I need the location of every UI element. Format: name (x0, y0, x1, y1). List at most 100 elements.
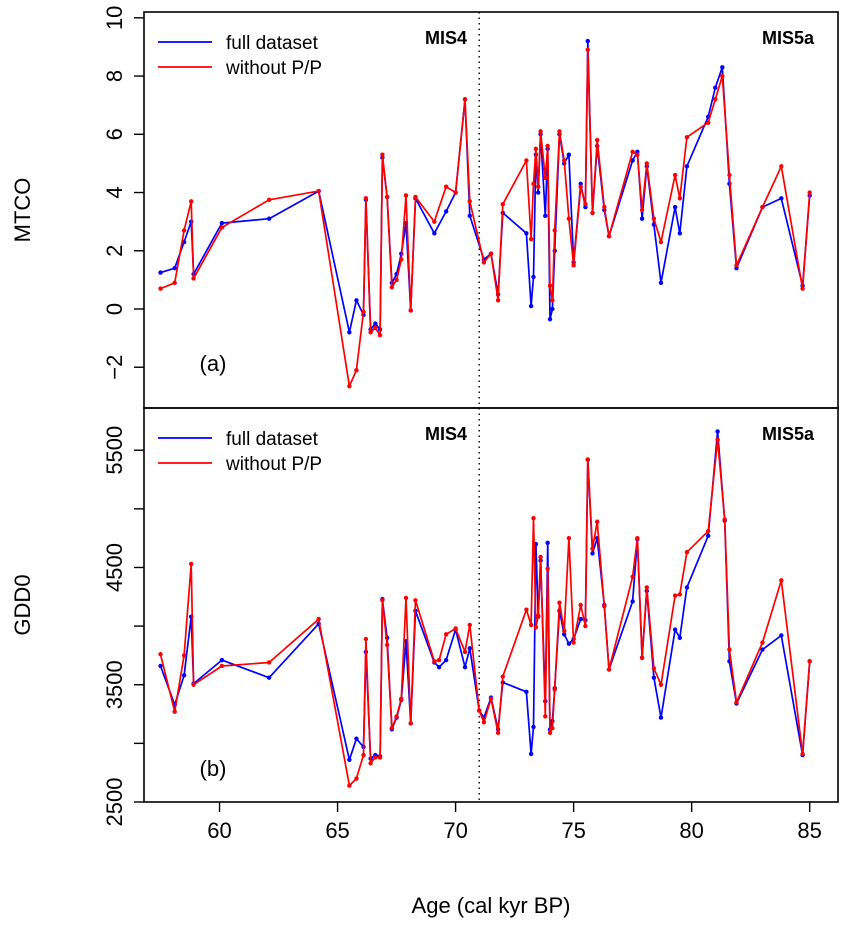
data-point-without-pp-a (545, 143, 550, 149)
x-tick-label: 75 (561, 818, 585, 843)
data-point-full-a (536, 190, 541, 195)
data-point-full-b (630, 599, 635, 604)
data-point-without-pp-a (316, 188, 321, 194)
data-point-without-pp-b (722, 517, 727, 522)
data-point-full-b (561, 632, 567, 637)
data-point-without-pp-a (677, 196, 683, 201)
data-point-without-pp-b (800, 751, 805, 757)
data-point-without-pp-b (557, 600, 562, 605)
data-point-without-pp-b (368, 761, 373, 766)
data-point-without-pp-a (566, 216, 572, 221)
data-point-full-b (347, 757, 352, 762)
data-point-without-pp-b (651, 666, 657, 671)
data-point-without-pp-a (543, 175, 548, 181)
y-tick-label-a: 2 (102, 245, 127, 257)
data-point-without-pp-a (800, 286, 805, 291)
panel-a-mtco: −2 0 2 4 6 8 10 MTCO MIS4 MIS5a (a) full dataset wit… (10, 6, 839, 409)
data-point-without-pp-b (635, 535, 640, 541)
legend-entry-a: without P/P (225, 58, 322, 79)
data-point-without-pp-a (531, 181, 536, 186)
data-point-without-pp-b (602, 603, 607, 609)
y-tick-label-b: 3500 (102, 660, 127, 709)
data-point-without-pp-b (399, 696, 404, 702)
data-point-without-pp-a (536, 184, 541, 189)
data-point-without-pp-a (354, 367, 359, 373)
data-point-without-pp-b (531, 516, 536, 521)
data-point-without-pp-b (677, 592, 683, 597)
data-point-without-pp-a (408, 308, 413, 313)
data-point-without-pp-a (380, 152, 385, 157)
data-point-without-pp-a (672, 172, 678, 178)
data-point-without-pp-a (602, 204, 607, 210)
data-point-without-pp-a (606, 234, 612, 239)
data-point-without-pp-a (266, 197, 272, 203)
data-point-full-a (677, 231, 683, 236)
data-point-without-pp-b (760, 640, 765, 645)
data-point-without-pp-b (630, 574, 635, 580)
data-point-without-pp-b (380, 598, 385, 603)
mis4-label-a: MIS4 (425, 28, 467, 48)
data-point-without-pp-a (462, 97, 468, 102)
data-point-without-pp-a (734, 263, 739, 268)
data-point-full-a (373, 321, 378, 326)
series-line-full-b (159, 430, 811, 761)
data-point-without-pp-a (467, 199, 472, 204)
data-point-without-pp-a (571, 263, 576, 268)
data-point-without-pp-a (595, 137, 600, 143)
data-point-without-pp-b (578, 602, 583, 608)
data-point-without-pp-b (536, 613, 541, 618)
data-point-without-pp-b (524, 607, 529, 612)
panel-tag-a: (a) (200, 351, 227, 376)
data-point-without-pp-b (384, 642, 390, 648)
data-point-full-b (524, 689, 529, 694)
data-point-without-pp-a (384, 194, 390, 200)
data-point-without-pp-a (630, 149, 635, 154)
y-tick-label-a: 4 (102, 186, 127, 198)
data-point-full-a (528, 303, 534, 309)
data-point-without-pp-a (495, 298, 501, 303)
data-point-full-b (528, 751, 534, 757)
data-point-without-pp-b (495, 730, 501, 736)
data-point-without-pp-a (635, 152, 640, 157)
data-point-full-a (172, 266, 177, 271)
data-point-without-pp-b (266, 660, 272, 665)
data-point-without-pp-b (538, 554, 543, 560)
data-point-without-pp-a (779, 164, 784, 169)
data-point-without-pp-b (727, 647, 732, 652)
data-point-without-pp-b (481, 720, 487, 725)
data-point-full-b (219, 657, 225, 663)
data-point-full-b (181, 673, 187, 678)
data-point-without-pp-a (713, 97, 718, 102)
y-tick-label-a: 8 (102, 70, 127, 82)
data-point-without-pp-b (550, 725, 555, 731)
data-point-full-b (531, 724, 536, 730)
data-point-full-a (354, 298, 359, 303)
data-point-without-pp-a (807, 190, 812, 195)
data-point-without-pp-b (705, 528, 711, 534)
data-point-without-pp-b (389, 725, 395, 731)
data-point-full-b (658, 715, 664, 720)
data-point-without-pp-a (191, 276, 196, 281)
legend-entry-b: without P/P (225, 454, 322, 475)
data-point-without-pp-a (219, 225, 225, 230)
y-tick-label-a: 6 (102, 128, 127, 140)
data-point-full-b (566, 641, 572, 646)
data-point-full-b (467, 646, 472, 651)
data-point-without-pp-b (533, 625, 539, 630)
data-point-without-pp-a (373, 325, 378, 331)
data-point-without-pp-b (363, 636, 369, 642)
data-point-without-pp-b (347, 783, 352, 788)
plot-frame-b (143, 407, 839, 803)
data-point-without-pp-b (361, 752, 366, 758)
data-point-full-b (684, 585, 690, 590)
x-tick-label: 60 (207, 818, 231, 843)
y-tick-label-b: 5500 (102, 426, 127, 475)
data-point-without-pp-b (453, 626, 458, 631)
data-point-without-pp-a (500, 201, 506, 207)
data-point-without-pp-b (528, 622, 534, 628)
data-point-full-a (684, 164, 690, 169)
data-point-without-pp-a (368, 330, 373, 335)
data-point-full-b (779, 633, 784, 638)
data-point-without-pp-b (644, 585, 649, 590)
data-point-without-pp-a (432, 219, 437, 224)
